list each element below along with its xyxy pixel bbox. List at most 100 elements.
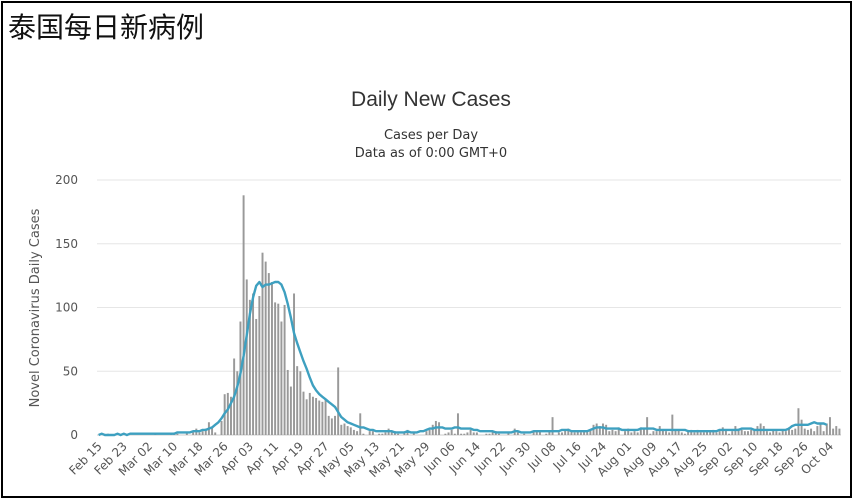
bar[interactable] <box>447 432 450 435</box>
bar[interactable] <box>252 293 255 435</box>
bar[interactable] <box>352 429 355 435</box>
bar[interactable] <box>346 426 349 435</box>
bar[interactable] <box>794 428 797 435</box>
bar[interactable] <box>270 282 273 435</box>
bar[interactable] <box>649 433 652 435</box>
bar[interactable] <box>185 432 188 435</box>
bar[interactable] <box>706 431 708 435</box>
bar[interactable] <box>245 279 248 435</box>
bar[interactable] <box>359 413 362 435</box>
bar[interactable] <box>308 392 311 435</box>
bar[interactable] <box>286 369 289 435</box>
bar[interactable] <box>488 433 491 435</box>
bar[interactable] <box>201 431 204 435</box>
bar[interactable] <box>403 432 406 435</box>
bar[interactable] <box>305 399 308 435</box>
bar[interactable] <box>293 293 296 435</box>
bar[interactable] <box>242 195 245 435</box>
bar[interactable] <box>642 428 645 435</box>
bar[interactable] <box>564 429 567 435</box>
bar[interactable] <box>800 419 803 435</box>
bar[interactable] <box>806 429 809 435</box>
bar[interactable] <box>368 431 371 435</box>
bar[interactable] <box>381 433 384 435</box>
bar[interactable] <box>334 415 336 435</box>
bar[interactable] <box>784 431 787 435</box>
bar[interactable] <box>652 431 655 435</box>
bar[interactable] <box>255 318 258 435</box>
bar[interactable] <box>583 431 586 435</box>
bar[interactable] <box>740 429 743 435</box>
bar[interactable] <box>728 433 731 435</box>
bar[interactable] <box>267 273 270 435</box>
bar[interactable] <box>397 433 400 435</box>
bar[interactable] <box>463 433 466 435</box>
bar[interactable] <box>570 431 573 435</box>
bar[interactable] <box>220 420 223 435</box>
bar[interactable] <box>576 431 579 435</box>
bar[interactable] <box>230 396 232 435</box>
bar[interactable] <box>592 424 595 435</box>
bar[interactable] <box>343 423 346 435</box>
bar[interactable] <box>639 427 642 435</box>
bar[interactable] <box>627 428 630 435</box>
bar[interactable] <box>614 431 617 435</box>
bar[interactable] <box>226 392 229 435</box>
bar[interactable] <box>598 426 601 435</box>
bar[interactable] <box>573 432 576 435</box>
bar[interactable] <box>561 432 563 435</box>
bar[interactable] <box>624 431 627 435</box>
bar[interactable] <box>813 431 816 435</box>
bar[interactable] <box>835 426 838 435</box>
bar[interactable] <box>311 396 314 435</box>
bar[interactable] <box>797 408 800 435</box>
bar[interactable] <box>690 429 693 435</box>
bar[interactable] <box>819 423 822 435</box>
bar[interactable] <box>330 418 333 435</box>
bar[interactable] <box>438 422 441 435</box>
bar[interactable] <box>825 423 828 435</box>
bar[interactable] <box>702 432 705 435</box>
bar[interactable] <box>535 431 538 435</box>
bar[interactable] <box>646 417 649 435</box>
bar[interactable] <box>838 428 841 435</box>
bar[interactable] <box>289 386 292 435</box>
bar[interactable] <box>680 432 683 435</box>
bar[interactable] <box>523 433 526 435</box>
bar[interactable] <box>810 428 813 435</box>
bar[interactable] <box>324 399 327 435</box>
bar[interactable] <box>579 432 582 435</box>
bar[interactable] <box>557 432 560 435</box>
bar[interactable] <box>791 429 794 435</box>
bar[interactable] <box>778 432 781 435</box>
bar[interactable] <box>390 431 393 435</box>
bar[interactable] <box>595 423 598 435</box>
bar[interactable] <box>611 429 614 435</box>
bar[interactable] <box>475 432 478 435</box>
bar[interactable] <box>674 429 677 435</box>
bar[interactable] <box>712 429 715 435</box>
bar[interactable] <box>248 299 251 435</box>
bar[interactable] <box>516 432 519 435</box>
bar[interactable] <box>750 429 753 435</box>
bar[interactable] <box>677 429 680 435</box>
bar[interactable] <box>665 431 668 435</box>
bar[interactable] <box>315 398 318 435</box>
bar[interactable] <box>538 431 541 435</box>
bar[interactable] <box>337 367 340 435</box>
bar[interactable] <box>718 431 721 435</box>
bar[interactable] <box>803 428 806 435</box>
bar[interactable] <box>602 423 604 435</box>
bar[interactable] <box>472 432 475 435</box>
bar[interactable] <box>425 431 428 435</box>
bar[interactable] <box>765 431 768 435</box>
bar[interactable] <box>321 401 324 435</box>
bar[interactable] <box>683 433 686 435</box>
bar[interactable] <box>198 432 201 435</box>
bar[interactable] <box>444 433 447 435</box>
bar[interactable] <box>280 321 283 435</box>
bar[interactable] <box>327 415 330 435</box>
bar[interactable] <box>731 431 734 435</box>
bar[interactable] <box>687 429 690 435</box>
bar[interactable] <box>176 433 179 435</box>
